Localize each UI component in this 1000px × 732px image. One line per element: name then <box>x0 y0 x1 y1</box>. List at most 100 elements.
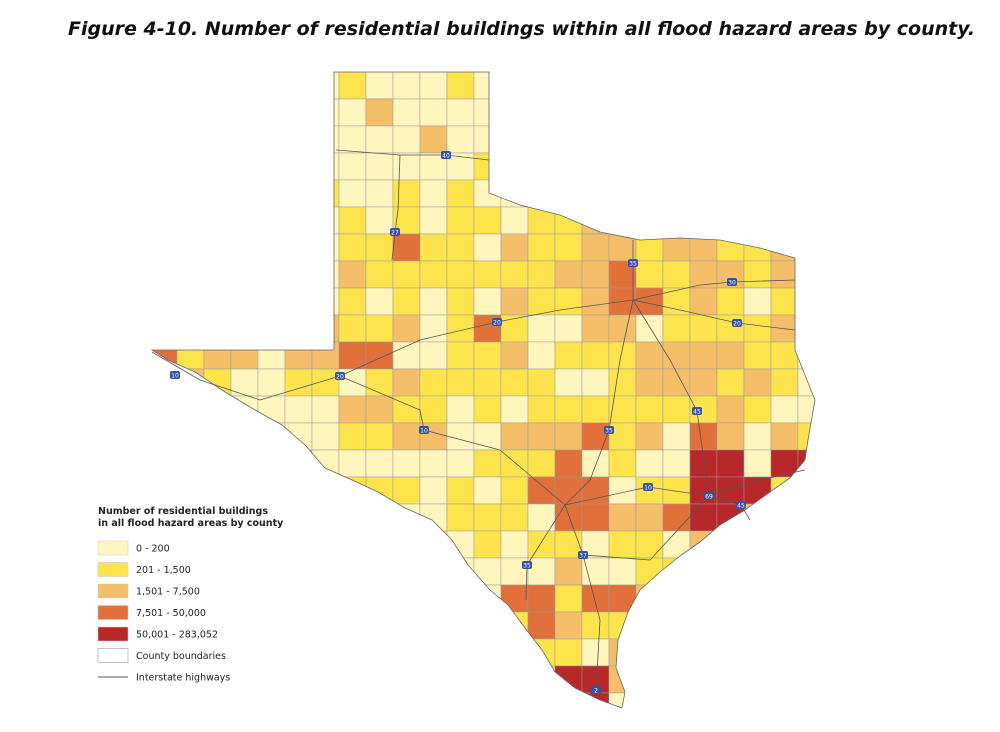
county <box>743 449 772 478</box>
shield <box>441 151 451 159</box>
legend-swatch <box>97 626 129 642</box>
county <box>797 692 815 708</box>
county <box>152 179 178 208</box>
county <box>446 395 475 424</box>
county <box>473 368 502 397</box>
county <box>392 233 421 262</box>
county <box>635 260 664 289</box>
county <box>176 368 205 397</box>
county <box>152 98 178 127</box>
shield <box>522 561 532 569</box>
county <box>635 233 664 262</box>
legend-label: Interstate highways <box>136 673 230 684</box>
county <box>473 476 502 505</box>
county <box>581 692 610 708</box>
legend-label: 1,501 - 7,500 <box>136 587 200 598</box>
county <box>500 422 529 451</box>
county <box>473 233 502 262</box>
county <box>176 125 205 154</box>
county <box>230 179 259 208</box>
county <box>716 584 745 613</box>
county <box>419 98 448 127</box>
county <box>152 341 178 370</box>
county <box>500 692 529 708</box>
county <box>662 449 691 478</box>
county <box>311 476 340 505</box>
county <box>203 692 232 708</box>
county <box>527 368 556 397</box>
county <box>608 557 637 586</box>
county <box>365 692 394 708</box>
county <box>203 449 232 478</box>
county <box>662 152 691 181</box>
county <box>500 476 529 505</box>
county <box>662 611 691 640</box>
county <box>230 449 259 478</box>
county <box>716 395 745 424</box>
county <box>527 287 556 316</box>
county <box>500 584 529 613</box>
county <box>230 476 259 505</box>
county <box>284 368 313 397</box>
county <box>527 395 556 424</box>
county <box>284 611 313 640</box>
county <box>554 260 583 289</box>
shield <box>492 318 502 326</box>
shield <box>604 426 614 434</box>
county <box>662 125 691 154</box>
county <box>797 638 815 667</box>
county <box>311 449 340 478</box>
county <box>338 125 367 154</box>
county <box>446 341 475 370</box>
county <box>392 314 421 343</box>
county <box>392 638 421 667</box>
county <box>257 341 286 370</box>
county <box>797 503 815 532</box>
county <box>689 584 718 613</box>
shield-label: 30 <box>728 280 736 287</box>
county <box>152 125 178 154</box>
county <box>176 422 205 451</box>
county <box>392 260 421 289</box>
county <box>446 422 475 451</box>
shield <box>335 372 345 380</box>
county <box>230 665 259 694</box>
county <box>365 314 394 343</box>
county <box>176 233 205 262</box>
county <box>662 476 691 505</box>
county <box>284 152 313 181</box>
legend-label: 201 - 1,500 <box>136 565 191 576</box>
county <box>797 665 815 694</box>
county <box>608 206 637 235</box>
county <box>230 152 259 181</box>
county <box>257 476 286 505</box>
county <box>392 98 421 127</box>
county <box>365 125 394 154</box>
county <box>392 125 421 154</box>
county <box>662 206 691 235</box>
county <box>716 476 745 505</box>
county <box>743 395 772 424</box>
county <box>419 314 448 343</box>
county <box>311 98 340 127</box>
county <box>581 233 610 262</box>
county <box>581 611 610 640</box>
county <box>716 557 745 586</box>
county <box>527 476 556 505</box>
state-outline <box>150 71 816 709</box>
county <box>152 422 178 451</box>
county <box>338 503 367 532</box>
county <box>284 206 313 235</box>
county <box>176 287 205 316</box>
legend-label: 0 - 200 <box>136 544 170 555</box>
county <box>770 395 799 424</box>
county <box>743 260 772 289</box>
county <box>635 314 664 343</box>
county <box>284 260 313 289</box>
county <box>311 584 340 613</box>
county <box>635 341 664 370</box>
county <box>176 206 205 235</box>
county <box>284 692 313 708</box>
county <box>365 368 394 397</box>
county <box>419 260 448 289</box>
